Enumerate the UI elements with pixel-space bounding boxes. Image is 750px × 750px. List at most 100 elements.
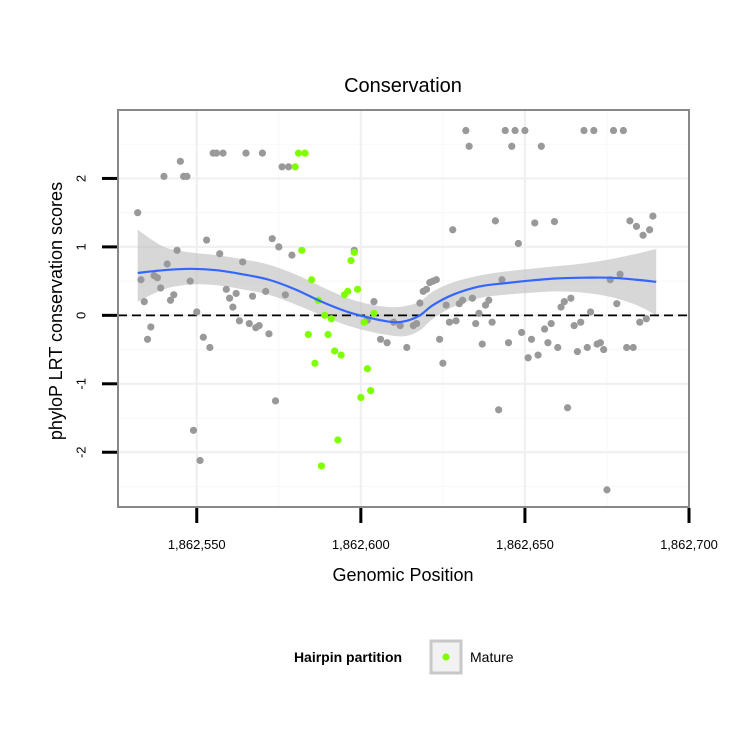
data-point-other xyxy=(554,343,562,352)
data-point-other xyxy=(458,296,467,304)
legend-label-mature: Mature xyxy=(470,649,514,665)
data-point-other xyxy=(527,335,536,343)
y-tick-label: -2 xyxy=(74,446,89,458)
data-point-mature xyxy=(311,359,319,367)
data-point-other xyxy=(248,292,257,300)
plot-panel xyxy=(117,109,690,508)
data-point-other xyxy=(462,126,470,135)
data-point-mature xyxy=(350,248,358,256)
data-point-mature xyxy=(330,347,339,355)
data-point-other xyxy=(547,319,555,328)
data-point-other xyxy=(173,246,181,254)
data-point-other xyxy=(285,163,293,171)
data-point-other xyxy=(468,294,477,302)
data-point-other xyxy=(639,231,647,239)
data-point-other xyxy=(603,486,611,494)
data-point-other xyxy=(557,303,565,311)
data-point-other xyxy=(629,343,637,352)
data-point-other xyxy=(147,323,155,331)
data-point-other xyxy=(508,142,516,150)
data-point-other xyxy=(449,226,457,234)
data-point-other xyxy=(511,126,519,135)
data-point-mature xyxy=(317,462,326,470)
data-point-other xyxy=(636,318,644,326)
legend-mature-marker xyxy=(442,653,450,661)
smooth-trend-line xyxy=(137,267,657,324)
data-point-other xyxy=(613,300,621,308)
data-point-other xyxy=(176,157,184,165)
x-tick-label: 1,862,650 xyxy=(496,537,554,552)
data-point-other xyxy=(206,343,214,352)
data-point-other xyxy=(501,126,509,135)
data-point-other xyxy=(258,149,266,157)
data-point-other xyxy=(531,219,539,227)
data-point-other xyxy=(646,226,654,234)
data-point-mature xyxy=(291,163,299,171)
data-point-mature xyxy=(327,315,335,323)
data-point-other xyxy=(216,250,224,258)
data-point-other xyxy=(616,270,624,278)
data-point-other xyxy=(225,294,234,302)
data-point-mature xyxy=(360,318,368,326)
data-point-other xyxy=(472,319,480,328)
data-point-other xyxy=(262,287,270,295)
data-point-other xyxy=(442,301,450,309)
data-point-other xyxy=(573,348,582,356)
x-axis-label: Genomic Position xyxy=(332,565,473,585)
data-point-other xyxy=(534,351,542,359)
data-point-mature xyxy=(308,276,316,284)
data-point-other xyxy=(488,318,496,326)
data-point-other xyxy=(649,212,657,220)
data-point-other xyxy=(445,318,454,326)
data-point-other xyxy=(570,322,578,330)
data-point-other xyxy=(219,149,227,157)
data-point-mature xyxy=(298,246,306,254)
x-tick-label: 1,862,550 xyxy=(168,537,226,552)
data-point-other xyxy=(383,339,391,347)
data-point-mature xyxy=(324,330,332,339)
data-point-other xyxy=(134,209,142,217)
data-point-other xyxy=(235,317,244,325)
data-point-other xyxy=(199,333,207,341)
data-point-mature xyxy=(304,330,312,339)
data-point-other xyxy=(376,335,385,343)
data-point-other xyxy=(265,330,273,338)
data-point-other xyxy=(370,298,378,306)
data-point-other xyxy=(140,298,148,306)
data-point-other xyxy=(413,319,421,328)
y-tick-label: 1 xyxy=(74,243,89,250)
data-point-other xyxy=(626,217,634,225)
data-point-other xyxy=(514,239,522,248)
y-axis-label: phyloP LRT conservation scores xyxy=(46,182,66,440)
data-point-other xyxy=(255,322,263,330)
data-point-other xyxy=(416,299,424,307)
x-tick-label: 1,862,700 xyxy=(660,537,718,552)
data-point-other xyxy=(278,163,286,171)
data-point-other xyxy=(485,296,493,304)
confidence-band xyxy=(137,229,657,337)
points-other xyxy=(134,126,657,494)
y-tick-label: 0 xyxy=(74,312,89,319)
data-point-other xyxy=(642,315,650,323)
data-point-other xyxy=(583,343,591,352)
data-point-other xyxy=(541,325,549,333)
data-point-other xyxy=(157,284,165,292)
data-point-other xyxy=(590,126,598,135)
legend-title: Hairpin partition xyxy=(294,649,402,665)
data-point-mature xyxy=(334,436,342,444)
y-axis: -2 -1 0 1 2 xyxy=(74,175,117,458)
data-point-other xyxy=(186,277,194,285)
data-point-other xyxy=(432,276,440,284)
data-point-other xyxy=(478,340,486,348)
data-point-other xyxy=(271,397,280,405)
data-point-mature xyxy=(363,365,372,373)
data-point-mature xyxy=(353,285,362,293)
data-point-other xyxy=(232,289,240,298)
data-point-other xyxy=(239,258,247,266)
data-point-other xyxy=(465,142,473,150)
data-point-other xyxy=(403,343,411,352)
data-point-mature xyxy=(344,287,352,295)
data-point-other xyxy=(619,126,627,135)
data-point-other xyxy=(550,217,559,226)
